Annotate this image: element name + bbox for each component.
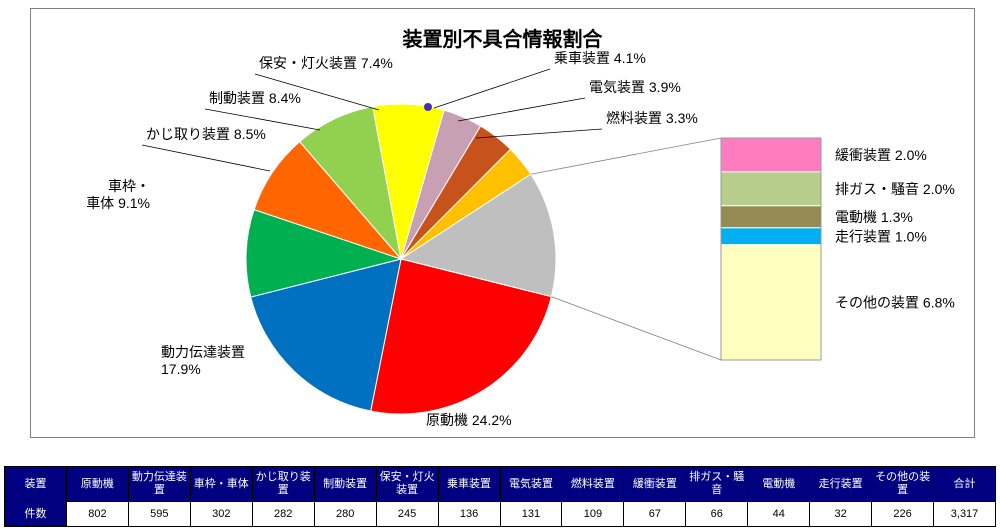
table-cell: 245 bbox=[376, 502, 438, 527]
table-header-cell: その他の装置 bbox=[872, 467, 934, 502]
table-header-cell: 走行装置 bbox=[810, 467, 872, 502]
slice-label: 車体 9.1% bbox=[86, 195, 150, 211]
leader-line bbox=[476, 129, 602, 138]
leader-line bbox=[434, 69, 550, 108]
breakout-label: 電動機 1.3% bbox=[835, 209, 913, 225]
slice-label: 保安・灯火装置 7.4% bbox=[259, 55, 393, 71]
breakout-segment bbox=[721, 138, 821, 172]
stage: 装置別不具合情報割合 乗車装置 4.1%電気装置 3.9%燃料装置 3.3%原動… bbox=[0, 0, 1000, 529]
table-cell: 595 bbox=[128, 502, 190, 527]
table-cell: 44 bbox=[748, 502, 810, 527]
table-cell: 136 bbox=[438, 502, 500, 527]
table-header-cell: 制動装置 bbox=[314, 467, 376, 502]
marker-dot bbox=[424, 103, 432, 111]
table-header-cell: 合計 bbox=[934, 467, 996, 502]
table-cell: 109 bbox=[562, 502, 624, 527]
table-cell: 280 bbox=[314, 502, 376, 527]
table-header-cell: 電動機 bbox=[748, 467, 810, 502]
slice-label: 原動機 24.2% bbox=[426, 412, 512, 428]
slice-label: 動力伝達装置 bbox=[161, 344, 245, 360]
table-cell: 66 bbox=[686, 502, 748, 527]
table-header-cell: かじ取り装置 bbox=[252, 467, 314, 502]
table-header-cell: 燃料装置 bbox=[562, 467, 624, 502]
breakout-connector bbox=[531, 138, 721, 174]
chart-frame: 装置別不具合情報割合 乗車装置 4.1%電気装置 3.9%燃料装置 3.3%原動… bbox=[30, 8, 975, 438]
table-header-cell: 乗車装置 bbox=[438, 467, 500, 502]
leader-line bbox=[458, 98, 585, 121]
pie-chart: 乗車装置 4.1% 電気装置 3.9% 燃料装置 3.3% 原動機 24.2% 動力伝達… bbox=[31, 9, 976, 439]
slice-label: 制動装置 8.4% bbox=[209, 90, 301, 106]
breakout-segment bbox=[721, 228, 821, 245]
breakout-segment bbox=[721, 245, 821, 360]
leader-line bbox=[142, 145, 270, 171]
breakout-segment bbox=[721, 206, 821, 228]
table-cell: 226 bbox=[872, 502, 934, 527]
table-cell: 3,317 bbox=[934, 502, 996, 527]
table-header-cell: 原動機 bbox=[66, 467, 128, 502]
table-cell: 802 bbox=[66, 502, 128, 527]
breakout-segment bbox=[721, 172, 821, 206]
table-header-cell: 排ガス・騒音 bbox=[686, 467, 748, 502]
table-cell: 67 bbox=[624, 502, 686, 527]
breakout-label: 排ガス・騒音 2.0% bbox=[835, 181, 955, 197]
table-header-cell: 保安・灯火装置 bbox=[376, 467, 438, 502]
slice-label: かじ取り装置 8.5% bbox=[146, 126, 266, 142]
data-table: 装置原動機動力伝達装置車枠・車体かじ取り装置制動装置保安・灯火装置乗車装置電気装… bbox=[4, 466, 996, 527]
table-header-corner: 装置 bbox=[5, 467, 67, 502]
slice-label: 燃料装置 3.3% bbox=[606, 110, 698, 126]
table-header-cell: 電気装置 bbox=[500, 467, 562, 502]
slice-label: 17.9% bbox=[161, 361, 201, 377]
table-cell: 131 bbox=[500, 502, 562, 527]
breakout-connector bbox=[551, 297, 721, 360]
breakout-label: 走行装置 1.0% bbox=[835, 228, 927, 244]
table-header-cell: 緩衝装置 bbox=[624, 467, 686, 502]
table-cell: 282 bbox=[252, 502, 314, 527]
slice-label: 乗車装置 4.1% bbox=[554, 50, 646, 66]
table-cell: 32 bbox=[810, 502, 872, 527]
breakout-label: その他の装置 6.8% bbox=[835, 294, 955, 310]
table-header-cell: 車枠・車体 bbox=[190, 467, 252, 502]
table-row-header: 件数 bbox=[5, 502, 67, 527]
table-cell: 302 bbox=[190, 502, 252, 527]
table-header-cell: 動力伝達装置 bbox=[128, 467, 190, 502]
slice-label: 車枠・ bbox=[108, 178, 150, 194]
slice-label: 電気装置 3.9% bbox=[589, 79, 681, 95]
breakout-label: 緩衝装置 2.0% bbox=[835, 147, 927, 163]
